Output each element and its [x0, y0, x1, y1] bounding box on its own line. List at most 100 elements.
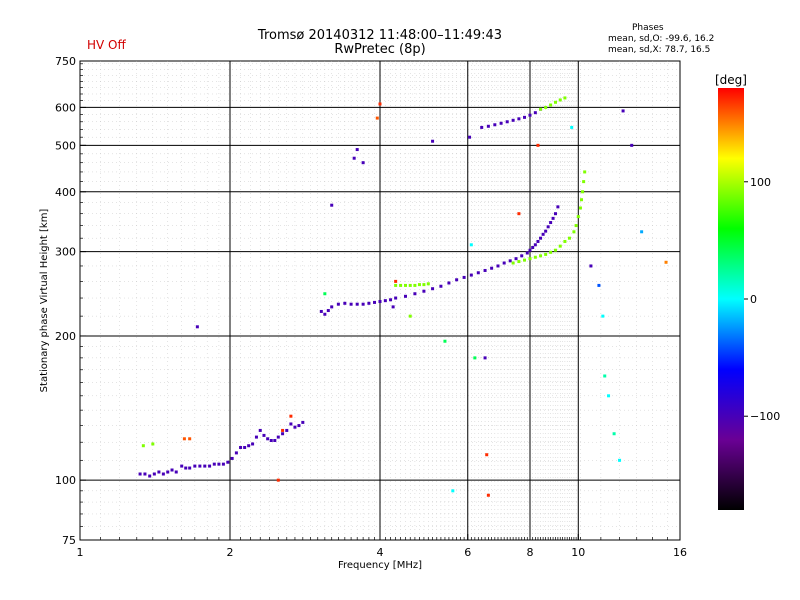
x-tick-label: 2: [227, 546, 234, 559]
data-point: [297, 424, 301, 428]
data-point: [276, 435, 280, 439]
data-point: [230, 456, 234, 460]
data-point: [664, 260, 668, 264]
data-point: [502, 261, 506, 265]
data-point: [544, 252, 548, 256]
data-point: [138, 472, 142, 476]
data-point: [301, 420, 305, 424]
colorbar-tick-label: 100: [750, 176, 771, 189]
x-axis-label: Frequency [MHz]: [338, 560, 422, 571]
data-point: [462, 275, 466, 279]
data-point: [533, 243, 537, 247]
colorbar-tick-label: −100: [750, 410, 780, 423]
phases-heading: Phases: [632, 23, 664, 33]
data-point: [451, 489, 455, 493]
data-point: [468, 135, 472, 139]
data-point: [212, 462, 216, 466]
data-point: [499, 121, 503, 125]
data-point: [473, 356, 477, 360]
data-point: [621, 109, 625, 113]
data-point: [141, 444, 145, 448]
data-point: [323, 292, 327, 296]
data-point: [188, 466, 192, 470]
data-point: [520, 254, 524, 258]
data-point: [576, 215, 580, 219]
data-point: [531, 245, 535, 249]
data-point: [413, 283, 417, 287]
data-point: [251, 442, 255, 446]
data-point: [455, 278, 459, 282]
data-point: [580, 198, 584, 202]
data-point: [394, 283, 398, 287]
data-point: [198, 464, 202, 468]
y-axis-label: Stationary phase Virtual Height [km]: [39, 209, 50, 393]
colorbar-unit-label: [deg]: [715, 73, 747, 87]
data-point: [517, 260, 521, 264]
data-point: [572, 230, 576, 234]
data-point: [523, 258, 527, 262]
data-point: [517, 117, 521, 121]
chart-subtitle: RwPretec (8p): [334, 42, 426, 57]
data-point: [601, 314, 605, 318]
data-point: [254, 435, 258, 439]
data-point: [293, 425, 297, 429]
data-point: [582, 180, 586, 184]
data-point: [578, 206, 582, 210]
data-point: [203, 464, 207, 468]
data-point: [217, 462, 221, 466]
x-tick-label: 8: [527, 546, 534, 559]
data-point: [151, 442, 155, 446]
chart-title: Tromsø 20140312 11:48:00–11:49:43: [257, 28, 503, 43]
data-point: [234, 451, 238, 455]
data-point: [553, 212, 557, 216]
data-point: [247, 444, 251, 448]
data-point: [528, 113, 532, 117]
data-point: [355, 148, 359, 152]
data-point: [567, 236, 571, 240]
data-point: [399, 283, 403, 287]
data-point: [182, 437, 186, 441]
y-tick-label: 300: [55, 246, 76, 259]
data-point: [330, 203, 334, 207]
data-point: [373, 300, 377, 304]
colorbar: [718, 88, 744, 510]
data-point: [556, 205, 560, 209]
data-point: [485, 453, 489, 457]
data-point: [541, 232, 545, 236]
data-point: [262, 433, 266, 437]
data-point: [243, 445, 247, 449]
data-point: [563, 96, 567, 100]
data-point: [349, 302, 353, 306]
phase-stats-o: mean, sd,O: -99.6, 16.2: [608, 34, 715, 44]
data-point: [355, 302, 359, 306]
data-point: [539, 107, 543, 111]
data-point: [533, 255, 537, 259]
data-point: [285, 428, 289, 432]
data-point: [618, 458, 622, 462]
data-point: [563, 239, 567, 243]
data-point: [184, 466, 188, 470]
data-point: [539, 254, 543, 258]
data-point: [511, 118, 515, 122]
data-point: [323, 312, 327, 316]
data-point: [258, 428, 262, 432]
data-point: [523, 115, 527, 119]
data-point: [276, 478, 280, 482]
data-point: [239, 445, 243, 449]
data-point: [486, 124, 490, 128]
y-tick-label: 400: [55, 186, 76, 199]
data-point: [431, 139, 435, 143]
data-point: [403, 283, 407, 287]
data-point: [422, 283, 426, 287]
data-point: [161, 472, 165, 476]
data-point: [367, 301, 371, 305]
data-point: [574, 224, 578, 228]
data-point: [389, 298, 393, 302]
data-point: [378, 300, 382, 304]
data-point: [273, 439, 277, 443]
data-point: [226, 460, 230, 464]
data-point: [326, 309, 330, 313]
data-point: [188, 437, 192, 441]
data-point: [536, 143, 540, 147]
